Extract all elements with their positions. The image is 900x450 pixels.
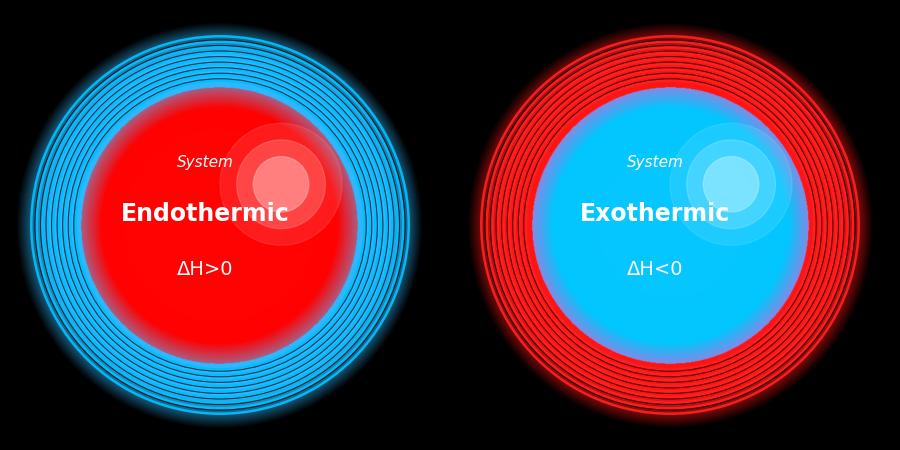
Text: System: System xyxy=(626,155,684,170)
Circle shape xyxy=(703,157,759,212)
Text: Exothermic: Exothermic xyxy=(580,202,730,226)
Circle shape xyxy=(237,140,326,229)
Circle shape xyxy=(220,123,342,245)
Circle shape xyxy=(253,157,309,212)
Text: ΔH>0: ΔH>0 xyxy=(177,260,233,279)
Text: ΔH<0: ΔH<0 xyxy=(627,260,683,279)
Text: System: System xyxy=(176,155,234,170)
Text: Endothermic: Endothermic xyxy=(121,202,290,226)
Circle shape xyxy=(670,123,792,245)
Circle shape xyxy=(687,140,776,229)
